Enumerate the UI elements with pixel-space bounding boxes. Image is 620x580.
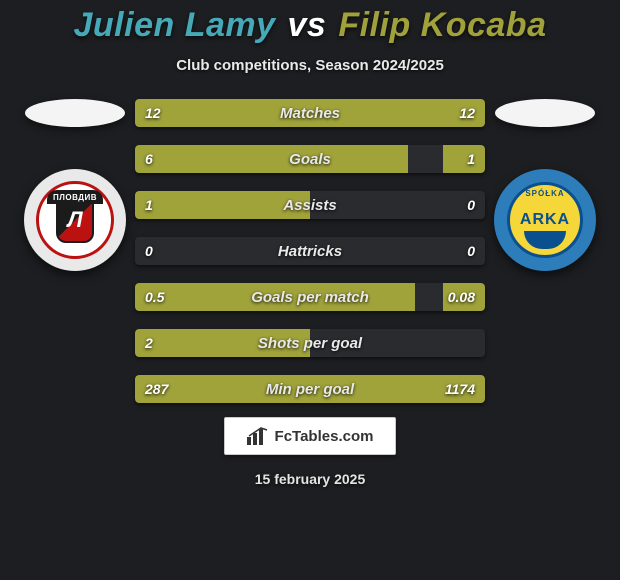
stat-bar: 61Goals	[135, 145, 485, 173]
stat-bar: 00Hattricks	[135, 237, 485, 265]
brand-name: FcTables.com	[275, 428, 374, 445]
stat-label: Shots per goal	[135, 329, 485, 357]
player2-name: Filip Kocaba	[338, 6, 546, 45]
player2-flag	[495, 99, 595, 127]
stat-bar: 2Shots per goal	[135, 329, 485, 357]
player1-club-badge: ПЛОВДИВ Л	[24, 169, 126, 271]
stat-bars: 1212Matches 61Goals 10Assists 00Hattricks 0.…	[135, 99, 485, 403]
stat-bar: 10Assists	[135, 191, 485, 219]
stat-label: Goals	[135, 145, 485, 173]
date: 15 february 2025	[255, 471, 366, 487]
stat-label: Assists	[135, 191, 485, 219]
club2-mid: ARKA	[520, 211, 570, 229]
stat-bar: 1212Matches	[135, 99, 485, 127]
right-side-column: SPÓŁKA ARKA	[485, 99, 605, 271]
vs-label: vs	[288, 6, 327, 45]
player1-name: Julien Lamy	[74, 6, 276, 45]
stat-label: Min per goal	[135, 375, 485, 403]
chart-icon	[247, 427, 269, 445]
stat-bar: 2871174Min per goal	[135, 375, 485, 403]
player2-club-badge: SPÓŁKA ARKA	[494, 169, 596, 271]
brand-footer[interactable]: FcTables.com	[224, 417, 396, 455]
stat-label: Hattricks	[135, 237, 485, 265]
club1-band: ПЛОВДИВ	[47, 190, 103, 204]
comparison-title: Julien Lamy vs Filip Kocaba	[74, 6, 547, 45]
stat-label: Matches	[135, 99, 485, 127]
club2-crest: SPÓŁKA ARKA	[507, 182, 583, 258]
club2-top: SPÓŁKA	[525, 189, 564, 198]
stat-label: Goals per match	[135, 283, 485, 311]
subtitle: Club competitions, Season 2024/2025	[176, 57, 444, 74]
player1-flag	[25, 99, 125, 127]
left-side-column: ПЛОВДИВ Л	[15, 99, 135, 271]
comparison-panel: ПЛОВДИВ Л 1212Matches 61Goals 10Assists 00H…	[0, 99, 620, 403]
stat-bar: 0.50.08Goals per match	[135, 283, 485, 311]
club1-crest: ПЛОВДИВ Л	[36, 181, 114, 259]
club2-boat-icon	[524, 231, 566, 249]
